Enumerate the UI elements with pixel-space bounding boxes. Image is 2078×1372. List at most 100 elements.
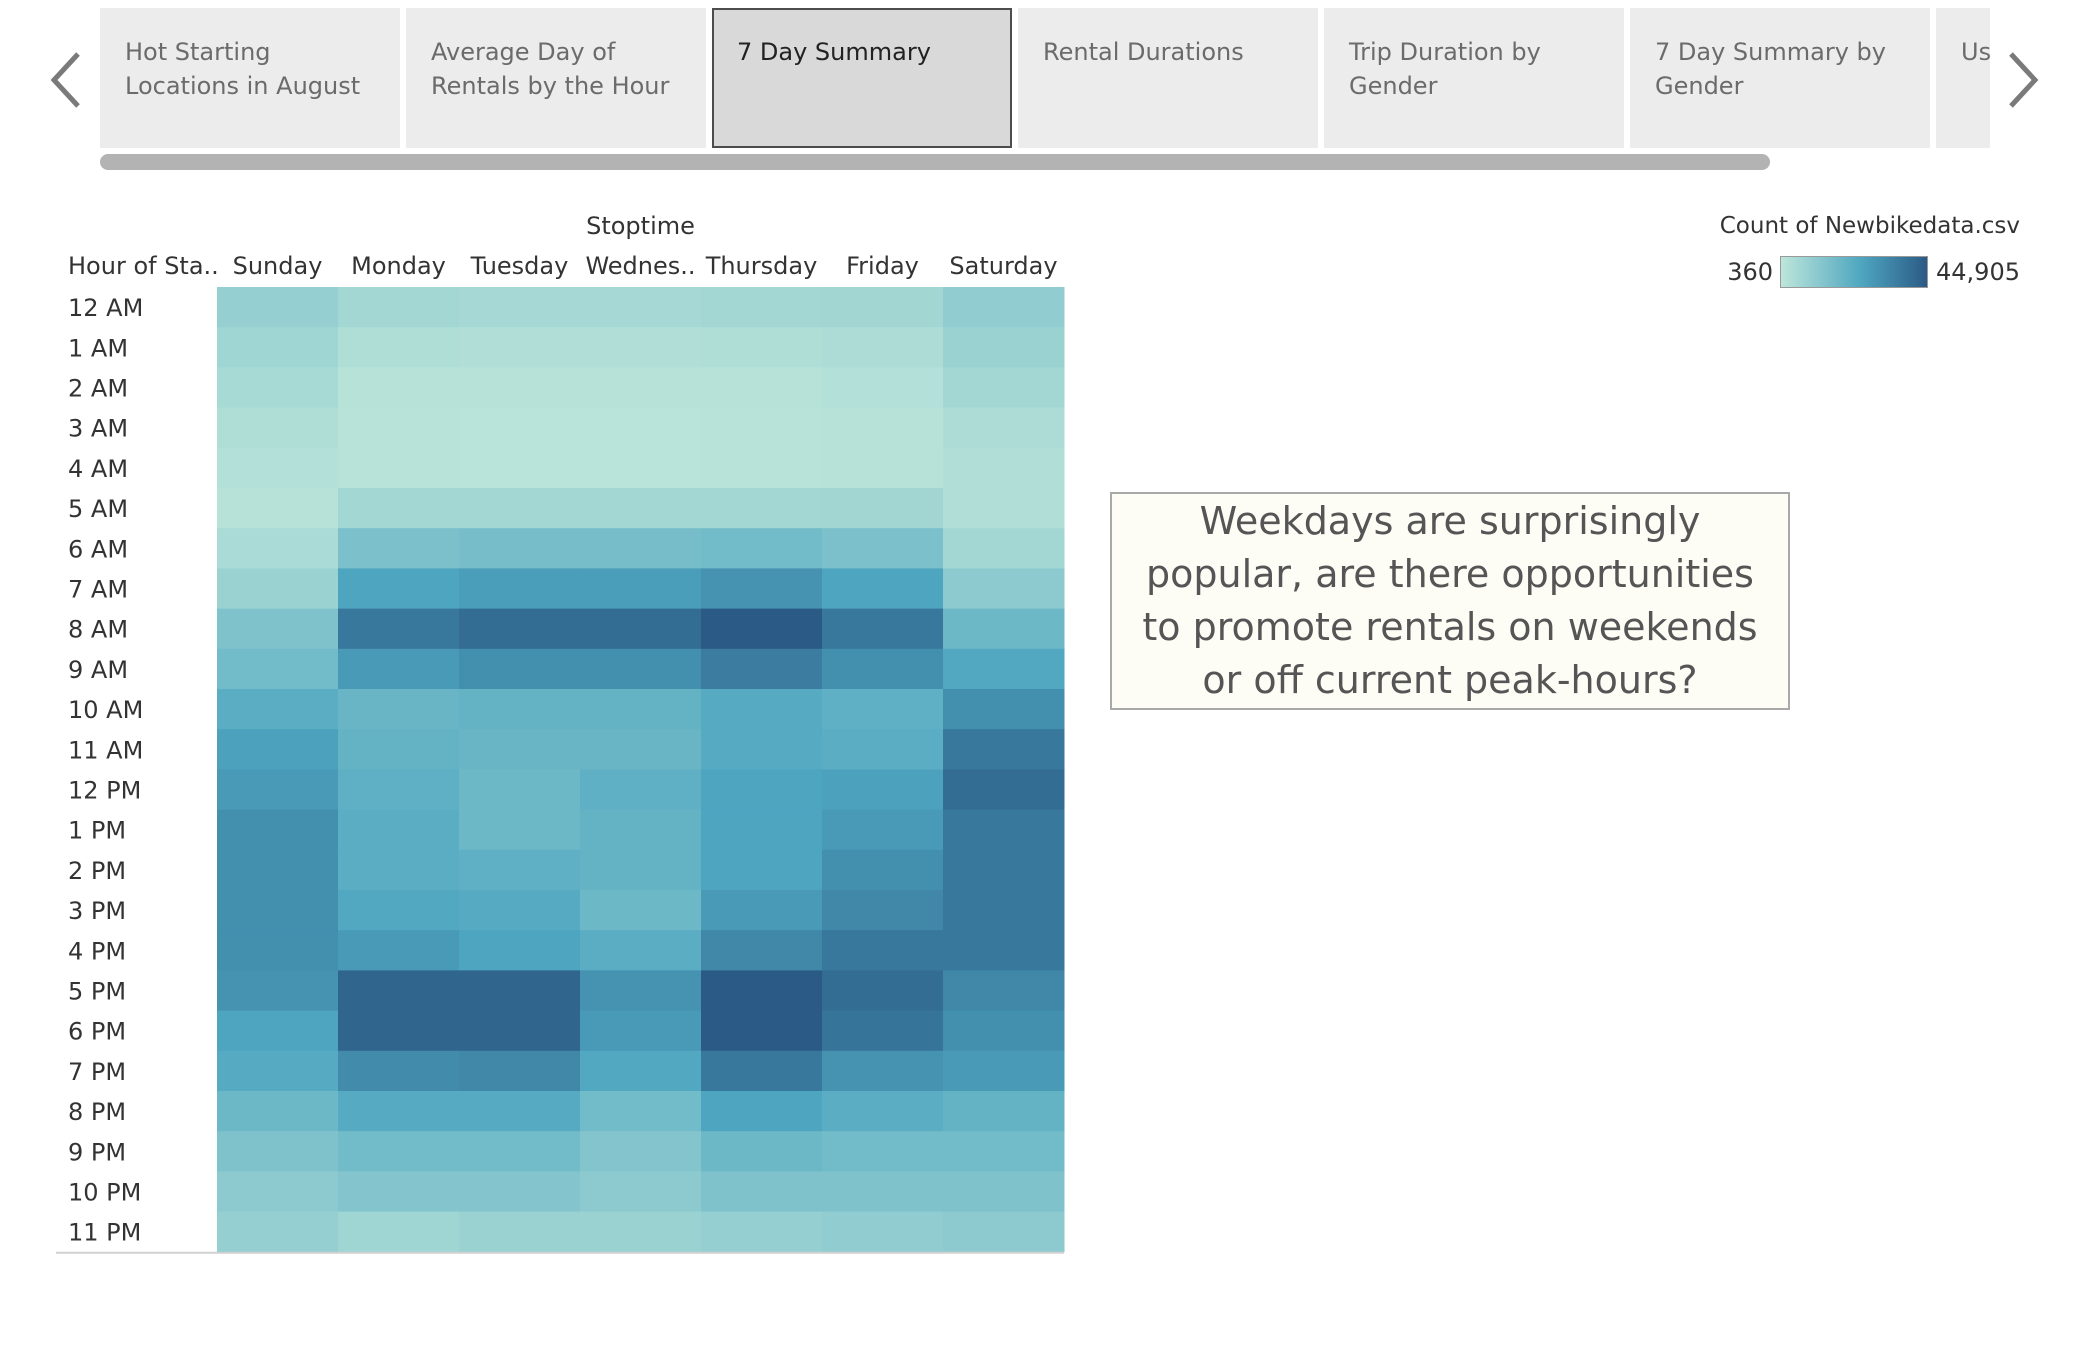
heatmap-cell[interactable] xyxy=(701,1211,823,1253)
heatmap-cell[interactable] xyxy=(701,1050,823,1092)
heatmap-cell[interactable] xyxy=(822,528,944,569)
heatmap-cell[interactable] xyxy=(217,689,339,730)
heatmap-cell[interactable] xyxy=(217,407,339,449)
heatmap-cell[interactable] xyxy=(701,407,823,449)
heatmap-cell[interactable] xyxy=(701,1091,823,1132)
heatmap-cell[interactable] xyxy=(459,327,581,368)
heatmap-cell[interactable] xyxy=(822,648,944,690)
heatmap-cell[interactable] xyxy=(822,970,944,1012)
heatmap-cell[interactable] xyxy=(580,930,702,971)
heatmap-cell[interactable] xyxy=(217,1131,339,1172)
heatmap-cell[interactable] xyxy=(338,729,460,770)
heatmap-cell[interactable] xyxy=(701,1010,823,1052)
heatmap-cell[interactable] xyxy=(580,608,702,650)
heatmap-cell[interactable] xyxy=(580,970,702,1012)
heatmap-cell[interactable] xyxy=(338,809,460,851)
heatmap-cell[interactable] xyxy=(701,1171,823,1213)
heatmap-cell[interactable] xyxy=(217,608,339,650)
heatmap-cell[interactable] xyxy=(338,1211,460,1253)
heatmap-cell[interactable] xyxy=(943,769,1065,811)
heatmap-cell[interactable] xyxy=(822,327,944,368)
heatmap-cell[interactable] xyxy=(580,327,702,368)
heatmap-cell[interactable] xyxy=(217,528,339,569)
heatmap-cell[interactable] xyxy=(338,1010,460,1052)
heatmap-cell[interactable] xyxy=(217,568,339,610)
heatmap-cell[interactable] xyxy=(822,568,944,610)
heatmap-cell[interactable] xyxy=(217,769,339,811)
heatmap-cell[interactable] xyxy=(459,488,581,529)
heatmap-cell[interactable] xyxy=(338,890,460,931)
tab-4[interactable]: Trip Duration by Gender xyxy=(1324,8,1624,148)
heatmap-cell[interactable] xyxy=(943,1010,1065,1052)
heatmap-cell[interactable] xyxy=(580,689,702,730)
heatmap-cell[interactable] xyxy=(459,367,581,409)
heatmap-cell[interactable] xyxy=(943,528,1065,569)
heatmap-cell[interactable] xyxy=(217,447,339,489)
heatmap-cell[interactable] xyxy=(943,367,1065,409)
heatmap-cell[interactable] xyxy=(338,447,460,489)
heatmap-cell[interactable] xyxy=(217,1050,339,1092)
heatmap-cell[interactable] xyxy=(701,528,823,569)
heatmap-cell[interactable] xyxy=(822,1050,944,1092)
heatmap-cell[interactable] xyxy=(822,689,944,730)
heatmap-cell[interactable] xyxy=(822,890,944,931)
heatmap-cell[interactable] xyxy=(701,769,823,811)
heatmap-cell[interactable] xyxy=(822,930,944,971)
heatmap-cell[interactable] xyxy=(338,849,460,891)
tab-1[interactable]: Average Day of Rentals by the Hour xyxy=(406,8,706,148)
heatmap-cell[interactable] xyxy=(943,648,1065,690)
heatmap-cell[interactable] xyxy=(701,930,823,971)
heatmap-cell[interactable] xyxy=(459,528,581,569)
heatmap-cell[interactable] xyxy=(459,1091,581,1132)
heatmap-cell[interactable] xyxy=(459,447,581,489)
heatmap-cell[interactable] xyxy=(943,568,1065,610)
chevron-right-icon[interactable] xyxy=(1993,40,2053,120)
heatmap-cell[interactable] xyxy=(459,970,581,1012)
heatmap-cell[interactable] xyxy=(217,930,339,971)
heatmap-cell[interactable] xyxy=(943,447,1065,489)
heatmap-cell[interactable] xyxy=(943,970,1065,1012)
chevron-left-icon[interactable] xyxy=(36,40,96,120)
heatmap-cell[interactable] xyxy=(580,769,702,811)
heatmap-cell[interactable] xyxy=(217,970,339,1012)
heatmap-cell[interactable] xyxy=(822,729,944,770)
heatmap-cell[interactable] xyxy=(459,1050,581,1092)
heatmap-cell[interactable] xyxy=(580,809,702,851)
heatmap-cell[interactable] xyxy=(217,648,339,690)
heatmap-cell[interactable] xyxy=(580,729,702,770)
heatmap-cell[interactable] xyxy=(943,407,1065,449)
heatmap-cell[interactable] xyxy=(701,1131,823,1172)
heatmap-cell[interactable] xyxy=(580,407,702,449)
heatmap-cell[interactable] xyxy=(943,327,1065,368)
tab-2[interactable]: 7 Day Summary xyxy=(712,8,1012,148)
heatmap-cell[interactable] xyxy=(338,648,460,690)
tab-3[interactable]: Rental Durations xyxy=(1018,8,1318,148)
heatmap-cell[interactable] xyxy=(580,1171,702,1213)
heatmap-cell[interactable] xyxy=(217,287,339,328)
heatmap-cell[interactable] xyxy=(943,809,1065,851)
heatmap-cell[interactable] xyxy=(701,729,823,770)
heatmap-cell[interactable] xyxy=(459,407,581,449)
heatmap-cell[interactable] xyxy=(217,488,339,529)
heatmap-cell[interactable] xyxy=(459,930,581,971)
heatmap-cell[interactable] xyxy=(822,1010,944,1052)
heatmap-cell[interactable] xyxy=(459,608,581,650)
heatmap-cell[interactable] xyxy=(338,568,460,610)
heatmap-cell[interactable] xyxy=(217,890,339,931)
heatmap-cell[interactable] xyxy=(338,1171,460,1213)
heatmap-cell[interactable] xyxy=(701,689,823,730)
heatmap-cell[interactable] xyxy=(217,367,339,409)
heatmap-cell[interactable] xyxy=(459,1171,581,1213)
heatmap-cell[interactable] xyxy=(580,367,702,409)
heatmap-cell[interactable] xyxy=(338,407,460,449)
heatmap-cell[interactable] xyxy=(580,1050,702,1092)
heatmap-cell[interactable] xyxy=(338,1131,460,1172)
heatmap-cell[interactable] xyxy=(580,890,702,931)
heatmap-cell[interactable] xyxy=(701,327,823,368)
heatmap-cell[interactable] xyxy=(822,769,944,811)
heatmap-cell[interactable] xyxy=(822,488,944,529)
heatmap-cell[interactable] xyxy=(822,1171,944,1213)
heatmap-cell[interactable] xyxy=(459,648,581,690)
heatmap-cell[interactable] xyxy=(459,689,581,730)
heatmap-cell[interactable] xyxy=(459,1211,581,1253)
